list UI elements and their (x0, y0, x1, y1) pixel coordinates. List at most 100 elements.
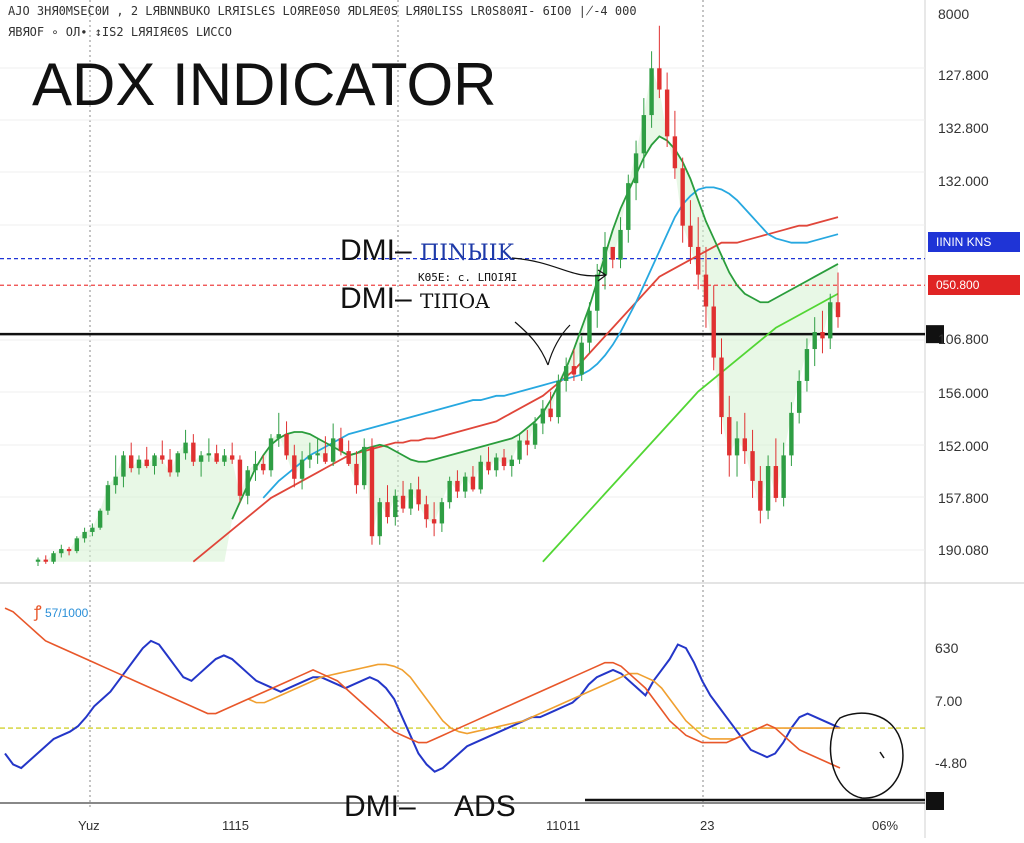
candle-body (276, 434, 281, 439)
candle-body (191, 442, 196, 462)
candle-body (129, 455, 134, 469)
small-note: ΚΘ5Ε: c. LΠΟΙЯΙ (418, 271, 518, 284)
legend-swatch: ꝭ (34, 604, 42, 621)
candle-body (610, 246, 615, 260)
candle-body (237, 459, 243, 496)
indicator-tick-label: 630 (935, 640, 959, 656)
candle-body (354, 463, 359, 486)
candle-body (439, 502, 445, 524)
price-tick-label: 127.800 (938, 67, 989, 83)
candle-body (338, 438, 344, 452)
candle-body (657, 68, 662, 90)
dmi-plus-prefix: DMI– (340, 234, 412, 267)
candle-body (719, 357, 724, 418)
candle-body (734, 438, 740, 456)
candle-body (478, 461, 483, 490)
candle-body (556, 380, 561, 418)
candle-body (781, 455, 786, 498)
candle-body (284, 434, 289, 456)
candle-body (486, 461, 491, 471)
candle-body (672, 136, 678, 169)
candle-body (136, 459, 142, 469)
candle-body (90, 527, 95, 532)
candle-body (97, 510, 103, 528)
candle-body (74, 538, 80, 552)
highlight-circle (829, 712, 904, 799)
candle-body (688, 225, 693, 247)
candle-body (362, 446, 367, 486)
candle-body (796, 380, 802, 413)
candle-body (571, 366, 577, 375)
candle-body (812, 332, 817, 350)
candle-body (649, 68, 654, 116)
candle-body (470, 476, 476, 490)
candle-body (789, 412, 794, 456)
candle-body (579, 342, 584, 375)
candle-body (59, 548, 64, 554)
candle-body (742, 438, 747, 452)
time-tick-label: 23 (700, 818, 715, 833)
candle-body (245, 470, 250, 496)
candle-body (633, 153, 639, 184)
indicator-tick-label: 7.00 (935, 693, 963, 709)
candle-body (664, 89, 670, 137)
candle-body (680, 168, 685, 226)
candle-body (765, 466, 771, 511)
time-tick-label: Yuz (78, 818, 100, 833)
candle-body (501, 457, 507, 467)
indicator-legend: ꝭ 57/1000 (34, 600, 88, 622)
candle-body (346, 451, 351, 464)
indicator-series-line (4, 639, 841, 773)
arrow-dmi-plus (511, 257, 606, 277)
price-shade (38, 68, 838, 562)
candle-body (727, 417, 732, 456)
header-line-1: AJO 3HЯ0MSEC0И , 2 LЯBNNBUКO LRЯISLЄS LO… (8, 4, 637, 18)
candle-body (307, 455, 313, 460)
candle-body (711, 306, 716, 358)
arrow-head (597, 269, 608, 282)
arrow-dmi-minus-2 (547, 324, 571, 366)
candle-body (758, 480, 763, 511)
candle-body (229, 455, 235, 460)
candle-body (602, 246, 608, 275)
candle-body (253, 463, 258, 471)
candle-body (268, 438, 274, 471)
candle-body (400, 495, 406, 509)
moving-average-line (262, 186, 839, 499)
candle-body (393, 495, 398, 518)
time-tick-label: 11011 (546, 818, 581, 833)
candle-body (330, 438, 336, 462)
candle-body (540, 408, 546, 424)
chart-title: ADX INDICATOR (32, 51, 497, 118)
candle-body (121, 455, 126, 477)
candle-body (222, 455, 227, 462)
highlight-tick (879, 751, 885, 759)
candle-body (35, 559, 41, 562)
candle-body (525, 440, 530, 445)
price-tick-label: 132.800 (938, 120, 989, 136)
candle-body (462, 476, 468, 492)
dmi-minus-label: DMI– ΤΙΠΟΑ (340, 282, 490, 316)
candle-body (416, 489, 421, 505)
candle-body (455, 480, 460, 492)
candle-body (494, 457, 499, 471)
moving-average-line (542, 292, 839, 563)
candle-body (292, 455, 297, 479)
candle-body (773, 466, 779, 498)
price-tick-label: 190.080 (938, 542, 989, 558)
candle-body (750, 451, 755, 481)
price-tick-label: 156.000 (938, 385, 989, 401)
price-tick-label: 157.800 (938, 490, 989, 506)
candle-body (66, 548, 72, 552)
candle-body (315, 453, 320, 456)
candle-body (51, 553, 56, 562)
candle-body (563, 366, 569, 381)
header-line-2: ЯBЯOF ∘ ОЛ∙ ↕IS2 LЯЯIЯЄ0S LИCCO (8, 25, 232, 39)
candle-body (214, 453, 219, 462)
candle-body (408, 489, 414, 509)
candle-body (835, 302, 841, 318)
price-tick-label: 152.000 (938, 438, 989, 454)
candle-body (532, 423, 538, 445)
candle-body (626, 183, 631, 230)
